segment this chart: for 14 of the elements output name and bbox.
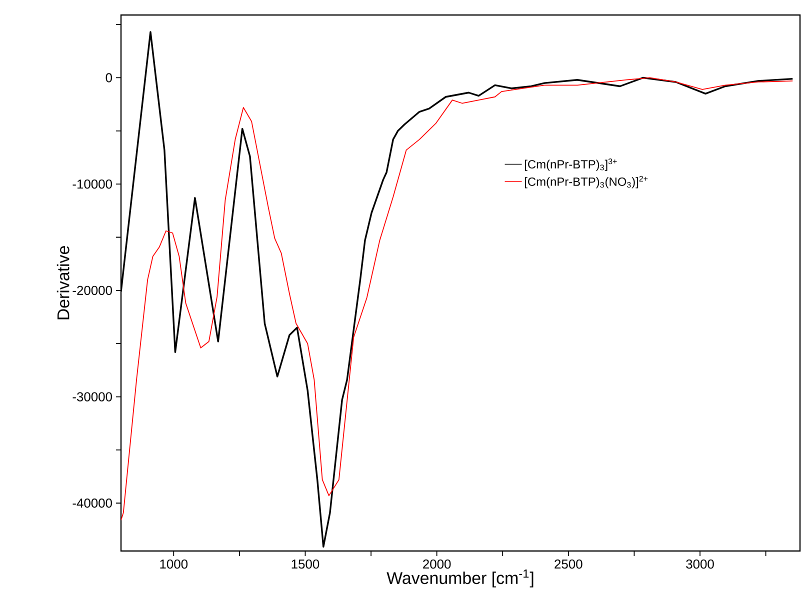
x-tick-label: 2500 [554, 559, 582, 569]
y-tick-label: -10000 [72, 179, 112, 189]
legend-label: [Cm(nPr-BTP)$_{3}$]$^{3+}$ [524, 158, 617, 171]
y-axis-title: Derivative [56, 246, 70, 320]
x-tick-label: 2000 [423, 559, 451, 569]
x-axis-title: Wavenumber [cm$^{-1}$] [386, 570, 534, 588]
legend-label: [Cm(nPr-BTP)$_{3}$(NO$_{3}$)]$^{2+}$ [524, 176, 648, 188]
x-tick-label: 1000 [160, 559, 188, 569]
y-tick-label: -30000 [72, 392, 112, 402]
y-tick-label: -40000 [72, 498, 112, 508]
x-tick-label: 3000 [686, 559, 714, 569]
y-tick-label: -20000 [72, 286, 112, 296]
x-tick-label: 1500 [292, 559, 320, 569]
y-tick-label: 0 [106, 73, 112, 82]
